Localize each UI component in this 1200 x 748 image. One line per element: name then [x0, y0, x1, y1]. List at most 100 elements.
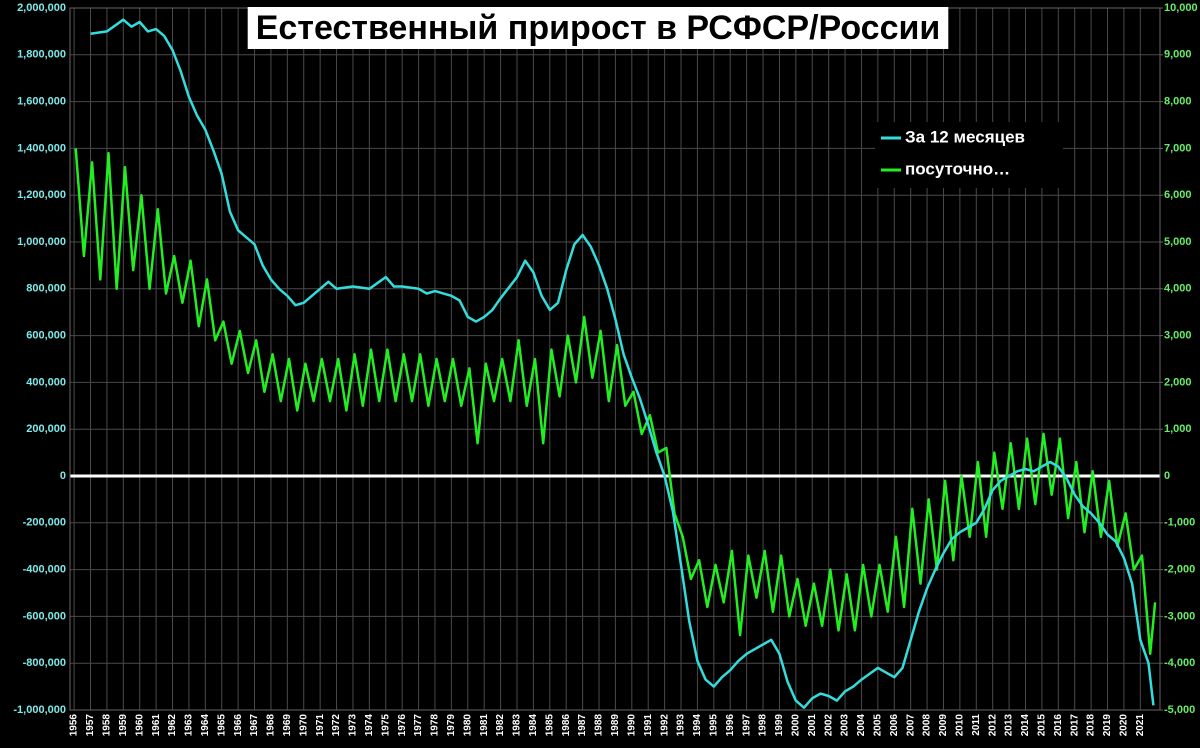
x-tick-label: 1978: [430, 714, 441, 737]
x-tick-label: 2020: [1119, 714, 1130, 737]
x-tick-label: 1977: [413, 714, 424, 737]
x-tick-label: 1991: [643, 714, 654, 737]
y-tick-label: 0: [60, 470, 66, 482]
y2-tick-label: -5,000: [1164, 704, 1195, 716]
y-tick-label: -600,000: [23, 610, 66, 622]
x-tick-label: 2012: [987, 714, 998, 737]
x-tick-label: 1966: [233, 714, 244, 737]
x-tick-label: 2004: [856, 714, 867, 737]
x-tick-label: 1986: [561, 714, 572, 737]
x-tick-label: 2019: [1102, 714, 1113, 737]
x-tick-label: 1964: [200, 714, 211, 737]
legend-label: посуточно…: [905, 159, 1010, 178]
y2-tick-label: 5,000: [1164, 236, 1192, 248]
x-tick-label: 1979: [446, 714, 457, 737]
title-background: [247, 6, 949, 49]
y-tick-label: -800,000: [23, 657, 66, 669]
y2-tick-label: -3,000: [1164, 610, 1195, 622]
x-tick-label: 1982: [495, 714, 506, 737]
y2-tick-label: -2,000: [1164, 564, 1195, 576]
y-tick-label: 1,600,000: [17, 96, 66, 108]
x-tick-label: 1993: [676, 714, 687, 737]
x-tick-label: 1997: [741, 714, 752, 737]
legend: За 12 месяцев посуточно…: [875, 122, 1063, 188]
x-tick-label: 2011: [971, 714, 982, 736]
x-tick-label: 1959: [118, 714, 129, 737]
x-tick-label: 1956: [69, 714, 80, 737]
x-tick-label: 1960: [134, 714, 145, 737]
y2-tick-label: 2,000: [1164, 376, 1192, 388]
x-tick-label: 2015: [1037, 714, 1048, 737]
y-tick-label: 1,000,000: [17, 236, 66, 248]
x-tick-label: 2014: [1020, 714, 1031, 737]
title-box: Естественный прирост в РСФСР/России: [247, 6, 949, 49]
x-tick-label: 1975: [380, 714, 391, 737]
y2-tick-label: 9,000: [1164, 49, 1192, 61]
x-tick-label: 2018: [1086, 714, 1097, 737]
chart-title: Естественный прирост в РСФСР/России: [256, 9, 941, 47]
x-tick-label: 1981: [479, 714, 490, 737]
x-tick-label: 2005: [873, 714, 884, 737]
x-tick-label: 1990: [626, 714, 637, 737]
series-line: [90, 18, 1155, 709]
y-tick-label: 1,800,000: [17, 49, 66, 61]
x-tick-label: 1987: [577, 714, 588, 737]
x-tick-label: 2016: [1053, 714, 1064, 737]
x-tick-label: 1996: [725, 714, 736, 737]
x-tick-label: 2009: [938, 714, 949, 737]
y-tick-label: -1,000,000: [13, 704, 66, 716]
x-tick-label: 2003: [840, 714, 851, 737]
x-tick-label: 2008: [922, 714, 933, 737]
x-tick-label: 1985: [544, 714, 555, 737]
x-tick-label: 1961: [151, 714, 162, 737]
y2-tick-label: 8,000: [1164, 96, 1192, 108]
y-tick-label: -200,000: [23, 517, 66, 529]
x-tick-label: 2021: [1135, 714, 1146, 737]
y-tick-label: 600,000: [26, 330, 66, 342]
x-tick-label: 1968: [266, 714, 277, 737]
x-tick-label: 2013: [1004, 714, 1015, 737]
x-tick-label: 1962: [167, 714, 178, 737]
y-tick-label: 2,000,000: [17, 2, 66, 14]
y-tick-label: 200,000: [26, 423, 66, 435]
y-tick-label: 1,200,000: [17, 189, 66, 201]
x-tick-label: 1988: [594, 714, 605, 737]
x-tick-label: 2010: [955, 714, 966, 737]
y2-tick-label: 4,000: [1164, 283, 1192, 295]
x-tick-label: 1989: [610, 714, 621, 737]
series-line: [74, 148, 1157, 656]
y2-tick-label: 1,000: [1164, 423, 1192, 435]
x-tick-label: 1999: [774, 714, 785, 737]
y-tick-label: -400,000: [23, 564, 66, 576]
x-tick-label: 1965: [216, 714, 227, 737]
x-tick-label: 1976: [397, 714, 408, 737]
y2-tick-label: 7,000: [1164, 142, 1192, 154]
y-tick-label: 1,400,000: [17, 142, 66, 154]
x-tick-label: 2007: [905, 714, 916, 737]
x-tick-label: 1992: [659, 714, 670, 737]
x-tick-label: 1957: [85, 714, 96, 737]
x-tick-label: 2006: [889, 714, 900, 737]
y2-tick-label: -1,000: [1164, 517, 1195, 529]
legend-box: [875, 122, 1063, 188]
y-tick-label: 800,000: [26, 283, 66, 295]
x-tick-label: 2000: [790, 714, 801, 737]
x-tick-label: 1972: [331, 714, 342, 737]
x-tick-label: 1994: [692, 714, 703, 737]
x-tick-label: 1970: [298, 714, 309, 737]
x-tick-label: 1974: [364, 714, 375, 737]
y2-tick-label: 10,000: [1164, 2, 1198, 14]
x-tick-label: 1967: [249, 714, 260, 737]
x-tick-label: 2001: [807, 714, 818, 737]
x-tick-label: 2002: [823, 714, 834, 737]
x-tick-label: 1995: [708, 714, 719, 737]
x-tick-label: 1969: [282, 714, 293, 737]
x-tick-label: 1973: [348, 714, 359, 737]
x-tick-label: 1958: [102, 714, 113, 737]
x-tick-label: 1998: [758, 714, 769, 737]
x-tick-label: 1983: [512, 714, 523, 737]
x-tick-label: 1980: [462, 714, 473, 737]
x-tick-label: 2017: [1069, 714, 1080, 737]
